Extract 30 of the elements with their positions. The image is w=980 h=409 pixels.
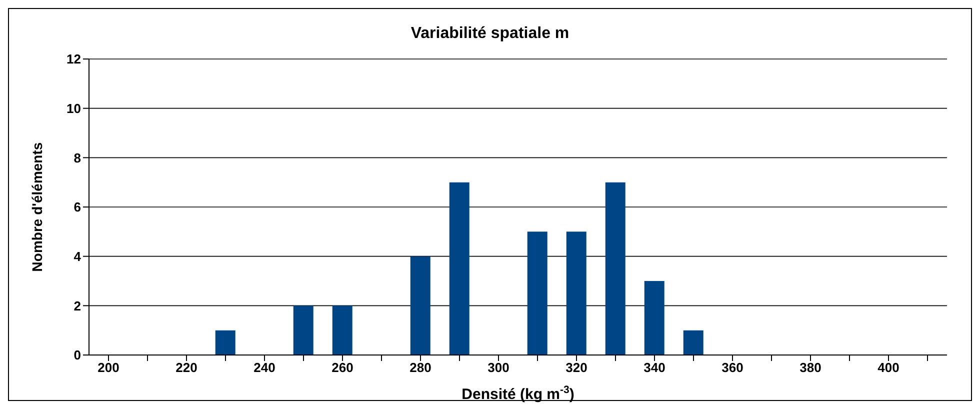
y-tick-label: 2 [74, 298, 81, 314]
bar [293, 306, 314, 355]
bar [566, 232, 586, 355]
x-tick-label: 340 [644, 360, 666, 376]
chart-title: Variabilité spatiale m [410, 24, 570, 44]
bar [605, 182, 626, 355]
x-tick-label: 400 [878, 360, 900, 376]
x-tick-label: 280 [410, 360, 432, 376]
x-tick-label: 380 [800, 360, 822, 376]
x-tick-label: 320 [566, 360, 588, 376]
y-tick-label: 12 [66, 52, 81, 67]
bar [644, 281, 664, 355]
x-tick-label: 240 [254, 360, 276, 376]
bar [410, 256, 430, 355]
y-tick-label: 6 [74, 200, 81, 215]
bar [683, 330, 704, 355]
x-tick-label: 360 [722, 360, 744, 376]
y-tick-label: 10 [66, 100, 81, 116]
bar [449, 182, 470, 355]
x-tick-label: 220 [176, 360, 198, 376]
x-tick-label: 300 [488, 360, 510, 376]
bar [527, 232, 548, 355]
bar [215, 330, 236, 355]
y-tick-label: 4 [74, 248, 82, 264]
y-tick-label: 8 [74, 150, 81, 166]
x-tick-label: 200 [98, 360, 120, 376]
y-tick-label: 0 [74, 348, 81, 363]
y-axis-title: Nombre d'éléments [28, 142, 45, 272]
x-tick-label: 260 [332, 360, 354, 376]
bar [332, 306, 352, 355]
